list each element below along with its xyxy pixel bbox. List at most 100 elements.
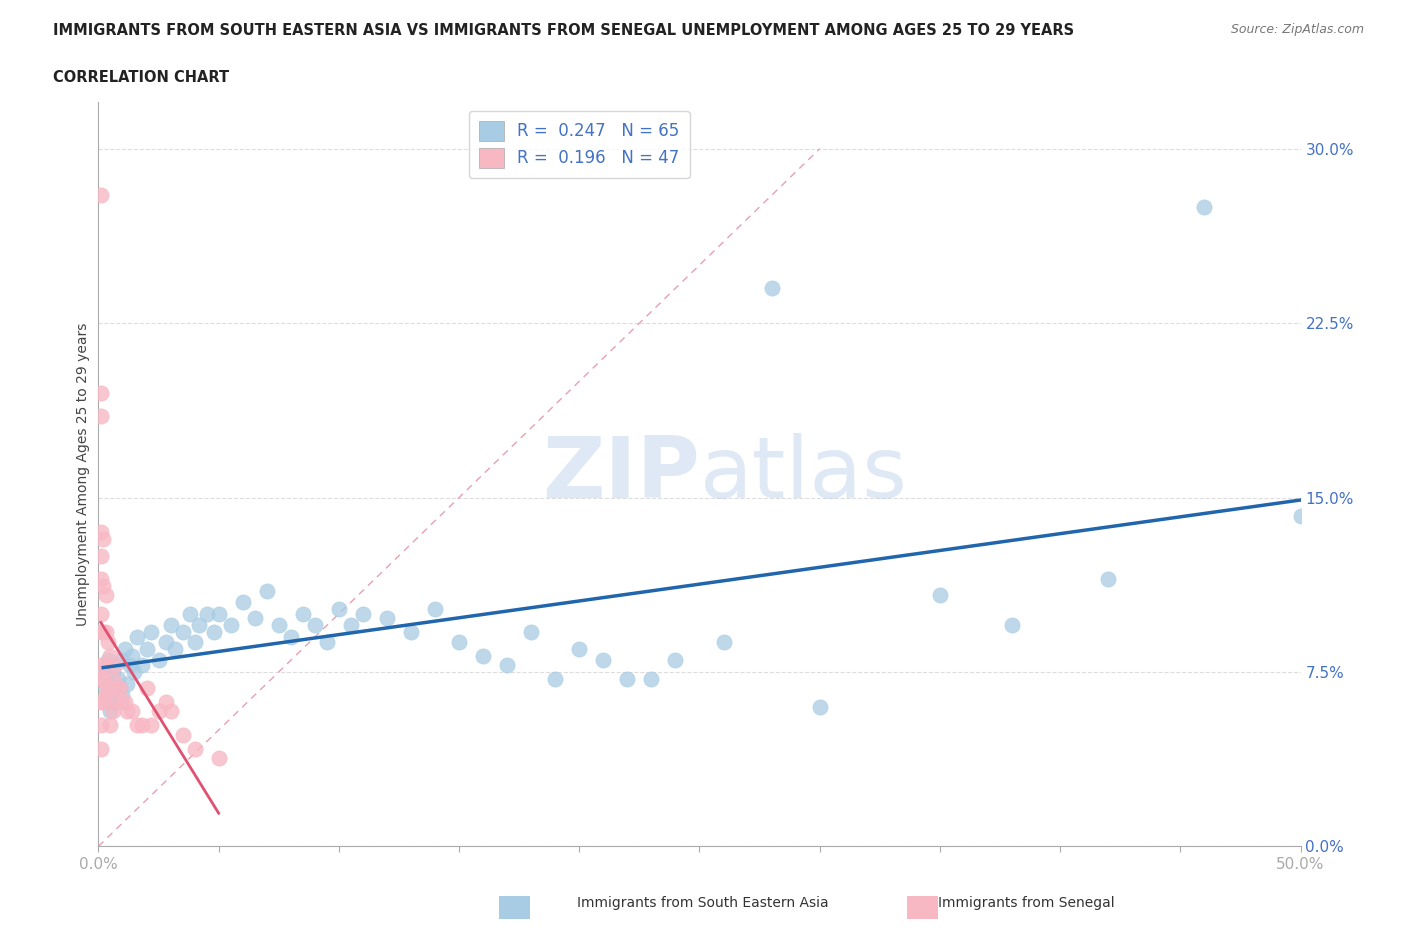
Point <box>90 549 112 564</box>
Point <box>447 634 470 649</box>
Point <box>94 688 117 703</box>
Point <box>104 695 127 710</box>
Point <box>90 409 112 424</box>
Text: IMMIGRANTS FROM SOUTH EASTERN ASIA VS IMMIGRANTS FROM SENEGAL UNEMPLOYMENT AMONG: IMMIGRANTS FROM SOUTH EASTERN ASIA VS IM… <box>53 23 1074 38</box>
Point <box>90 658 112 672</box>
Point <box>91 625 114 640</box>
Point <box>155 695 177 710</box>
Point <box>121 704 143 719</box>
Point <box>520 625 543 640</box>
Point <box>90 525 112 539</box>
Point <box>713 634 735 649</box>
Point <box>94 658 117 672</box>
Point <box>232 595 254 610</box>
Point <box>100 676 122 691</box>
Point <box>100 681 122 696</box>
Point <box>375 611 398 626</box>
Point <box>172 727 194 742</box>
Point <box>423 602 446 617</box>
Point <box>256 583 278 598</box>
Point <box>159 704 181 719</box>
Point <box>97 681 120 696</box>
Point <box>90 606 112 621</box>
Point <box>100 718 122 733</box>
Point <box>340 618 363 633</box>
Text: atlas: atlas <box>699 432 907 516</box>
Point <box>291 606 314 621</box>
Point <box>141 718 163 733</box>
Point <box>1289 509 1312 524</box>
Point <box>159 618 181 633</box>
Point <box>90 741 112 756</box>
Point <box>90 385 112 400</box>
Point <box>94 588 117 603</box>
Point <box>761 281 783 296</box>
Point <box>121 648 143 663</box>
Point <box>108 681 131 696</box>
Point <box>117 676 139 691</box>
Point <box>91 532 114 547</box>
Point <box>179 606 201 621</box>
Point <box>141 625 163 640</box>
Point <box>1194 199 1216 214</box>
Point <box>90 671 112 686</box>
Point <box>91 578 114 593</box>
Point <box>328 602 350 617</box>
Point <box>104 658 127 672</box>
Point <box>202 625 225 640</box>
Point <box>118 658 141 672</box>
Point <box>117 704 139 719</box>
Point <box>267 618 290 633</box>
Point <box>195 606 218 621</box>
Point <box>1097 571 1119 587</box>
Point <box>183 634 205 649</box>
Point <box>664 653 686 668</box>
Point <box>125 718 148 733</box>
Point <box>808 699 831 714</box>
Text: Source: ZipAtlas.com: Source: ZipAtlas.com <box>1230 23 1364 36</box>
Point <box>188 618 211 633</box>
Point <box>315 634 337 649</box>
Point <box>94 625 117 640</box>
Text: CORRELATION CHART: CORRELATION CHART <box>53 70 229 85</box>
Point <box>172 625 194 640</box>
Point <box>90 625 112 640</box>
Point <box>496 658 519 672</box>
Point <box>91 695 114 710</box>
Point <box>1001 618 1024 633</box>
Point <box>592 653 614 668</box>
Point <box>568 642 591 657</box>
Point <box>101 671 124 686</box>
Point <box>97 695 120 710</box>
Point <box>91 671 114 686</box>
Point <box>90 718 112 733</box>
Point <box>304 618 326 633</box>
Point <box>91 664 114 679</box>
Point <box>111 695 134 710</box>
Point <box>94 681 117 696</box>
Point <box>100 704 122 719</box>
Point <box>135 681 157 696</box>
Point <box>148 704 170 719</box>
Point <box>208 751 231 765</box>
Legend: R =  0.247   N = 65, R =  0.196   N = 47: R = 0.247 N = 65, R = 0.196 N = 47 <box>470 111 689 178</box>
Text: Immigrants from South Eastern Asia: Immigrants from South Eastern Asia <box>578 896 828 910</box>
Point <box>208 606 231 621</box>
Point <box>131 658 153 672</box>
Point <box>90 188 112 203</box>
Point <box>165 642 187 657</box>
Point <box>108 681 131 696</box>
Point <box>352 606 374 621</box>
Point <box>97 653 120 668</box>
Point <box>472 648 495 663</box>
Point <box>101 704 124 719</box>
Point <box>544 671 567 686</box>
Point <box>114 695 136 710</box>
Point <box>125 630 148 644</box>
Point <box>148 653 170 668</box>
Point <box>90 695 112 710</box>
Y-axis label: Unemployment Among Ages 25 to 29 years: Unemployment Among Ages 25 to 29 years <box>76 323 90 626</box>
Point <box>280 630 302 644</box>
Point <box>131 718 153 733</box>
Point <box>399 625 422 640</box>
